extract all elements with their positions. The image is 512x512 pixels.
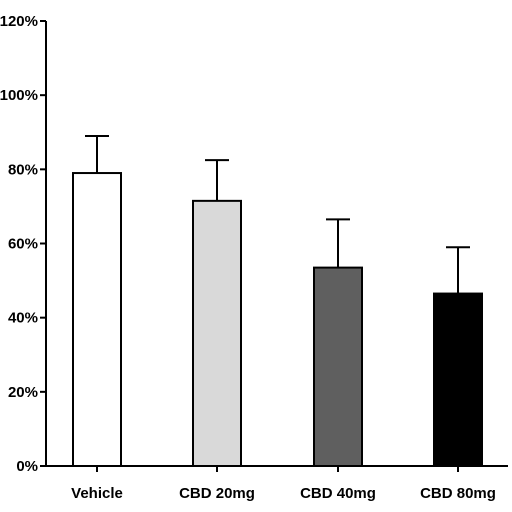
y-tick-label: 0%: [16, 458, 38, 475]
bar-cbd-40mg: [314, 268, 362, 466]
x-tick-label: CBD 80mg: [420, 485, 496, 502]
bar-cbd-20mg: [193, 201, 241, 466]
x-axis: Vehicle CBD 20mg CBD 40mg CBD 80mg: [45, 466, 508, 502]
y-tick-label: 100%: [0, 87, 38, 104]
y-tick-label: 20%: [8, 384, 38, 401]
bar-vehicle: [73, 173, 121, 466]
x-tick-label: CBD 40mg: [300, 485, 376, 502]
x-tick-label: Vehicle: [71, 485, 123, 502]
y-tick-label: 60%: [8, 236, 38, 253]
y-tick-label: 120%: [0, 13, 38, 30]
x-tick-label: CBD 20mg: [179, 485, 255, 502]
error-bars: [85, 136, 470, 294]
y-axis: 0% 20% 40% 60% 80% 100% 120%: [0, 13, 46, 475]
bar-cbd-80mg: [434, 294, 482, 466]
bars: [73, 173, 482, 466]
y-tick-label: 40%: [8, 310, 38, 327]
y-tick-label: 80%: [8, 161, 38, 178]
